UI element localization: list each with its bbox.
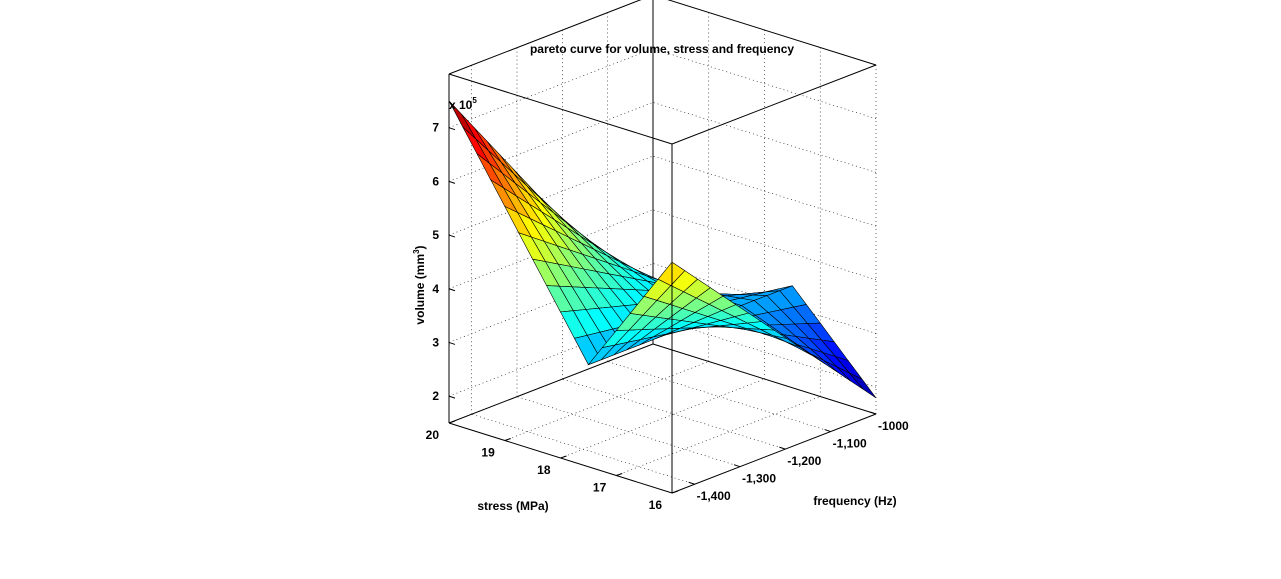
x-tick bbox=[869, 411, 877, 415]
grid-line bbox=[448, 209, 654, 290]
x-tick-label: -1,200 bbox=[787, 454, 821, 468]
x-tick bbox=[733, 464, 741, 468]
x-tick-label: -1,100 bbox=[833, 437, 867, 451]
grid-line bbox=[652, 48, 877, 119]
x-axis-label: frequency (Hz) bbox=[813, 494, 896, 508]
y-tick bbox=[448, 420, 456, 424]
tick-marks bbox=[448, 127, 877, 494]
surface-mesh bbox=[448, 100, 877, 399]
grid-line bbox=[652, 209, 877, 281]
grid-line bbox=[616, 396, 821, 476]
z-tick-label: 7 bbox=[432, 121, 439, 135]
z-tick-label: 4 bbox=[432, 282, 439, 296]
z-tick-label: 5 bbox=[432, 228, 439, 242]
x-tick-label: -1,400 bbox=[697, 489, 731, 503]
box-edge bbox=[448, 0, 642, 75]
box-edge bbox=[671, 64, 877, 145]
x-tick bbox=[824, 429, 831, 433]
y-tick bbox=[504, 438, 511, 441]
y-tick-label: 20 bbox=[426, 428, 440, 442]
z-tick bbox=[448, 127, 456, 131]
box-edge bbox=[671, 413, 877, 494]
box-edge bbox=[448, 73, 673, 145]
grid-line bbox=[448, 155, 654, 236]
surface-cell bbox=[849, 372, 877, 399]
grid-line bbox=[448, 102, 654, 182]
y-tick bbox=[560, 455, 567, 459]
z-axis-label: volume (mm3) bbox=[412, 245, 427, 324]
grid-line bbox=[652, 155, 877, 227]
z-exponent-label: x 105 bbox=[449, 96, 477, 112]
z-tick bbox=[448, 234, 456, 238]
z-tick bbox=[448, 180, 456, 184]
grid-line bbox=[560, 378, 765, 459]
x-tick-label: -1,300 bbox=[742, 472, 776, 486]
y-tick-label: 16 bbox=[649, 498, 663, 512]
grid-line bbox=[652, 316, 877, 388]
grid-line bbox=[448, 48, 654, 128]
grid-line bbox=[652, 102, 877, 173]
z-tick-label: 6 bbox=[432, 174, 439, 188]
y-axis-label: stress (MPa) bbox=[477, 499, 548, 513]
surface-cell bbox=[657, 261, 686, 286]
grid-lines bbox=[448, 0, 877, 494]
x-tick-label: -1000 bbox=[878, 419, 909, 433]
chart-title: pareto curve for volume, stress and freq… bbox=[530, 42, 794, 56]
y-tick-label: 19 bbox=[481, 446, 495, 460]
y-tick bbox=[671, 490, 679, 494]
y-tick-label: 18 bbox=[537, 463, 551, 477]
grid-line bbox=[607, 361, 831, 432]
y-tick bbox=[616, 473, 623, 476]
axes-box-front bbox=[448, 64, 877, 494]
grid-line bbox=[448, 263, 654, 343]
y-tick-label: 17 bbox=[593, 481, 607, 495]
grid-line bbox=[448, 343, 654, 424]
z-tick bbox=[448, 288, 456, 292]
z-tick bbox=[448, 395, 456, 399]
grid-line bbox=[448, 316, 654, 397]
z-tick bbox=[448, 341, 456, 345]
tick-labels: -1,400 -1,300 -1,200 -1,100 -1000 16 17 18 19 20 2… bbox=[426, 121, 909, 512]
x-tick bbox=[779, 446, 786, 450]
x-tick bbox=[688, 481, 695, 485]
grid-line bbox=[562, 378, 786, 450]
z-tick-label: 3 bbox=[432, 335, 439, 349]
z-tick-label: 2 bbox=[432, 389, 439, 403]
grid-line bbox=[504, 361, 709, 441]
